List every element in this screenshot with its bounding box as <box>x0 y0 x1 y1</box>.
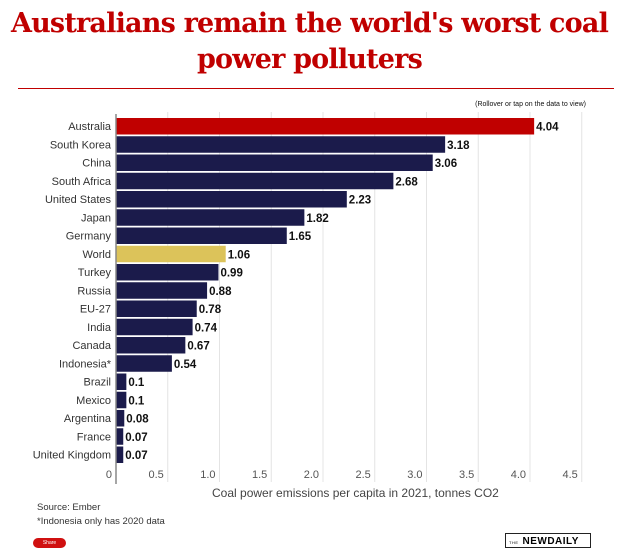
category-label: China <box>82 158 112 170</box>
data-label: 3.18 <box>447 140 470 152</box>
category-label: France <box>77 431 111 443</box>
x-tick-label: 0.5 <box>148 469 163 481</box>
bar-eu-27[interactable] <box>116 300 197 318</box>
category-label: Russia <box>77 285 112 297</box>
x-tick-label: 4.5 <box>562 469 577 481</box>
data-label: 3.06 <box>435 158 457 170</box>
category-label: United States <box>45 194 112 206</box>
data-label: 0.67 <box>187 341 209 353</box>
data-label: 2.68 <box>395 176 418 188</box>
category-label: World <box>82 249 111 261</box>
bar-india[interactable] <box>116 318 193 336</box>
data-label: 2.23 <box>349 195 371 207</box>
bar-france[interactable] <box>116 428 124 445</box>
title-divider <box>18 88 614 89</box>
x-tick-label: 3.0 <box>407 469 422 481</box>
bar-brazil[interactable] <box>116 373 127 391</box>
bar-mexico[interactable] <box>116 391 127 409</box>
x-axis-label: Coal power emissions per capita in 2021,… <box>212 486 499 500</box>
data-label: 0.08 <box>126 414 149 426</box>
x-tick-label: 1.5 <box>252 469 267 481</box>
data-label: 0.78 <box>199 304 222 316</box>
category-label: Germany <box>66 231 112 243</box>
x-tick-label: 3.5 <box>459 469 474 481</box>
category-label: United Kingdom <box>33 450 111 462</box>
category-label: Brazil <box>83 377 111 389</box>
data-label: 0.74 <box>195 322 218 334</box>
category-label: EU-27 <box>80 304 111 316</box>
bar-world[interactable] <box>116 245 226 263</box>
data-label: 1.06 <box>228 249 250 261</box>
data-label: 1.82 <box>306 213 328 225</box>
category-label: Canada <box>72 340 111 352</box>
x-tick-label: 0 <box>106 469 112 481</box>
bar-turkey[interactable] <box>116 264 219 281</box>
bar-russia[interactable] <box>116 282 208 299</box>
bar-china[interactable] <box>116 154 433 172</box>
data-label: 0.54 <box>174 359 197 371</box>
bar-australia[interactable] <box>116 118 535 135</box>
logo-the: THE <box>509 540 519 545</box>
data-label: 0.1 <box>128 377 145 389</box>
bar-south-africa[interactable] <box>116 172 394 190</box>
logo-text: NEWDAILY <box>522 536 579 547</box>
x-tick-label: 4.0 <box>511 469 526 481</box>
category-label: Indonesia* <box>59 358 112 370</box>
bar-germany[interactable] <box>116 227 287 245</box>
data-label: 4.04 <box>536 122 559 134</box>
data-label: 0.07 <box>125 432 147 444</box>
category-label: Australia <box>68 121 112 133</box>
data-label: 1.65 <box>289 231 312 243</box>
category-label: South Korea <box>50 139 112 151</box>
bar-united-kingdom[interactable] <box>116 446 124 464</box>
share-button[interactable]: Share <box>33 538 66 548</box>
x-tick-label: 2.0 <box>304 469 319 481</box>
newdaily-logo[interactable]: THE NEWDAILY <box>505 533 591 548</box>
category-label: Turkey <box>78 267 112 279</box>
bar-canada[interactable] <box>116 337 186 354</box>
x-tick-label: 1.0 <box>200 469 215 481</box>
data-label: 0.99 <box>220 268 242 280</box>
data-label: 0.88 <box>209 286 232 298</box>
footnote-text: *Indonesia only has 2020 data <box>37 516 165 527</box>
category-label: Argentina <box>64 413 112 425</box>
data-label: 0.07 <box>125 450 147 462</box>
bar-japan[interactable] <box>116 209 305 226</box>
chart-title: Australians remain the world's worst coa… <box>10 8 609 75</box>
category-label: South Africa <box>52 176 112 188</box>
category-label: Japan <box>81 212 111 224</box>
data-label: 0.1 <box>128 395 145 407</box>
category-label: India <box>87 322 112 334</box>
bar-argentina[interactable] <box>116 410 125 427</box>
source-text: Source: Ember <box>37 502 101 513</box>
bar-chart[interactable]: 0 0.5 1.0 1.5 2.0 2.5 3.0 3.5 4.0 4.5 Australia 4.0… <box>0 0 619 500</box>
bar-south-korea[interactable] <box>116 136 446 153</box>
x-tick-label: 2.5 <box>355 469 370 481</box>
rollover-note: (Rollover or tap on the data to view) <box>475 101 586 108</box>
category-label: Mexico <box>76 395 111 407</box>
bar-united-states[interactable] <box>116 191 347 208</box>
bar-indonesia-[interactable] <box>116 355 172 372</box>
